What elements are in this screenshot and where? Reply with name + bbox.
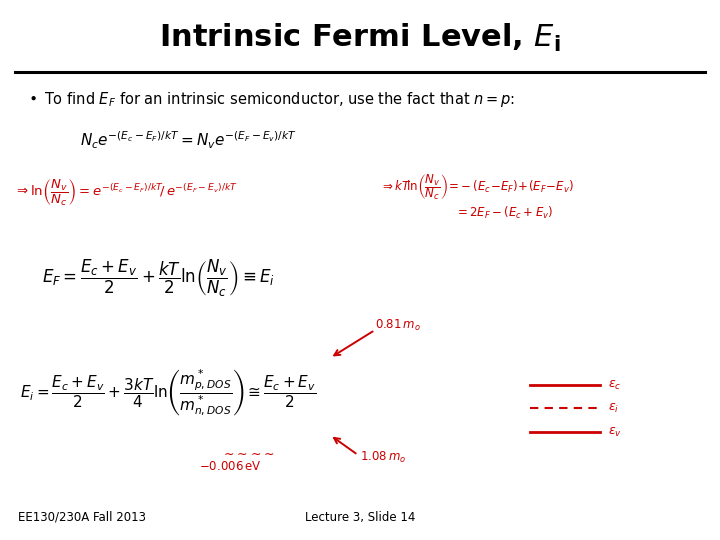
Text: $\varepsilon_i$: $\varepsilon_i$ [608, 401, 619, 415]
Text: $0.81\,m_o$: $0.81\,m_o$ [375, 318, 420, 333]
Text: $\varepsilon_c$: $\varepsilon_c$ [608, 379, 621, 392]
Text: $E_F = \dfrac{E_c+E_v}{2} + \dfrac{kT}{2}\ln\!\left(\dfrac{N_v}{N_c}\right) \equ: $E_F = \dfrac{E_c+E_v}{2} + \dfrac{kT}{2… [42, 258, 275, 299]
Text: Intrinsic Fermi Level, $\mathbf{\mathit{E}_i}$: Intrinsic Fermi Level, $\mathbf{\mathit{… [159, 22, 561, 54]
Text: EE130/230A Fall 2013: EE130/230A Fall 2013 [18, 511, 146, 524]
Text: $N_c e^{-(E_c-E_F)/kT} = N_v e^{-(E_F-E_v)/kT}$: $N_c e^{-(E_c-E_F)/kT} = N_v e^{-(E_F-E_… [80, 130, 297, 151]
Text: $= 2E_F - (E_c+E_v)$: $= 2E_F - (E_c+E_v)$ [455, 205, 554, 221]
Text: $E_i = \dfrac{E_c+E_v}{2} + \dfrac{3kT}{4}\ln\!\left(\dfrac{m^*_{p,DOS}}{m^*_{n,: $E_i = \dfrac{E_c+E_v}{2} + \dfrac{3kT}{… [20, 368, 316, 418]
Text: $\Rightarrow \ln\!\left(\dfrac{N_v}{N_c}\right) = e^{-(E_c-E_F)/kT}\!/\,e^{-(E_F: $\Rightarrow \ln\!\left(\dfrac{N_v}{N_c}… [14, 178, 238, 208]
Text: Lecture 3, Slide 14: Lecture 3, Slide 14 [305, 511, 415, 524]
Text: $\sim\!\sim\!\sim\!\sim$: $\sim\!\sim\!\sim\!\sim$ [221, 447, 275, 460]
Text: $\bullet$: $\bullet$ [28, 90, 37, 105]
Text: $\varepsilon_v$: $\varepsilon_v$ [608, 426, 622, 438]
Text: $\Rightarrow kT\!\ln\!\left(\dfrac{N_v}{N_c}\right)\!=\!-(E_c\!-\!E_F)\!+\!(E_F\: $\Rightarrow kT\!\ln\!\left(\dfrac{N_v}{… [380, 172, 574, 202]
Text: $-0.006\,\mathrm{eV}$: $-0.006\,\mathrm{eV}$ [199, 460, 261, 473]
Text: To find $E_F$ for an intrinsic semiconductor, use the fact that $n = p$:: To find $E_F$ for an intrinsic semicondu… [44, 90, 516, 109]
Text: $1.08\,m_o$: $1.08\,m_o$ [360, 450, 406, 465]
